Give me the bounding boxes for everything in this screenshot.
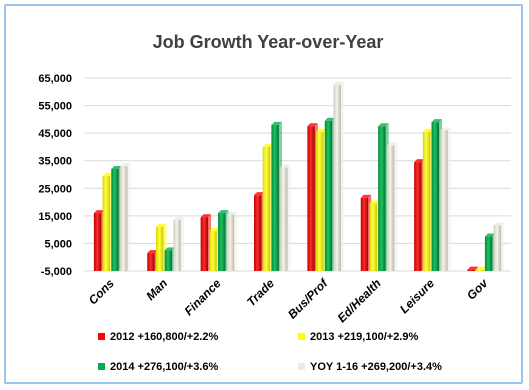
y-tick-label: 35,000 (38, 156, 72, 168)
x-tick-label: Bus/Prof (285, 276, 331, 322)
legend-label: 2012 +160,800/+2.2% (110, 331, 218, 343)
gridlines (84, 77, 511, 272)
bar (226, 211, 238, 271)
x-tick-label: Trade (244, 276, 277, 309)
bar-chart: Job Growth Year-over-Year -5,000 5,000 15,… (38, 32, 511, 373)
y-tick-label: 25,000 (38, 183, 72, 195)
legend-item: YOY 1-16 +269,200/+3.4% (298, 361, 442, 373)
bar (440, 127, 451, 271)
x-tick-label: Ed/Health (335, 276, 384, 325)
chart-title: Job Growth Year-over-Year (153, 32, 384, 52)
legend-item: 2012 +160,800/+2.2% (98, 331, 218, 343)
bar (173, 216, 184, 271)
legend-swatch (298, 363, 305, 370)
x-tick-label: Leisure (397, 276, 437, 316)
legend-label: 2014 +276,100/+3.6% (110, 361, 218, 373)
legend-swatch (298, 333, 305, 340)
legend: 2012 +160,800/+2.2% 2013 +219,100/+2.9% 20… (98, 331, 442, 373)
y-tick-label: 15,000 (38, 211, 72, 223)
y-tick-label: 45,000 (38, 128, 72, 140)
bar (119, 163, 131, 271)
bar (386, 142, 398, 271)
legend-swatch (98, 363, 105, 370)
x-tick-label: Gov (464, 275, 491, 302)
y-tick-label: -5,000 (41, 266, 72, 278)
legend-label: 2013 +219,100/+2.9% (310, 331, 418, 343)
y-tick-label: 55,000 (38, 101, 72, 113)
bar (333, 81, 344, 272)
bars (93, 81, 505, 272)
x-tick-label: Finance (182, 276, 224, 318)
legend-item: 2013 +219,100/+2.9% (298, 331, 418, 343)
y-tick-label: 65,000 (38, 73, 72, 85)
bar (467, 266, 479, 271)
legend-label: YOY 1-16 +269,200/+3.4% (310, 361, 442, 373)
y-tick-label: 5,000 (44, 238, 72, 250)
x-tick-label: Man (143, 276, 170, 303)
legend-swatch (98, 333, 105, 340)
chart-frame: Job Growth Year-over-Year -5,000 5,000 15,… (4, 4, 523, 384)
y-axis-tick-labels: -5,000 5,000 15,000 25,000 35,000 45,000 55,00… (38, 73, 72, 278)
bar (493, 222, 505, 271)
bar (280, 164, 291, 271)
legend-item: 2014 +276,100/+3.6% (98, 361, 218, 373)
x-axis-tick-labels: Cons Man Finance Trade Bus/Prof Ed/Health Leis… (86, 275, 492, 325)
x-tick-label: Cons (86, 276, 117, 307)
